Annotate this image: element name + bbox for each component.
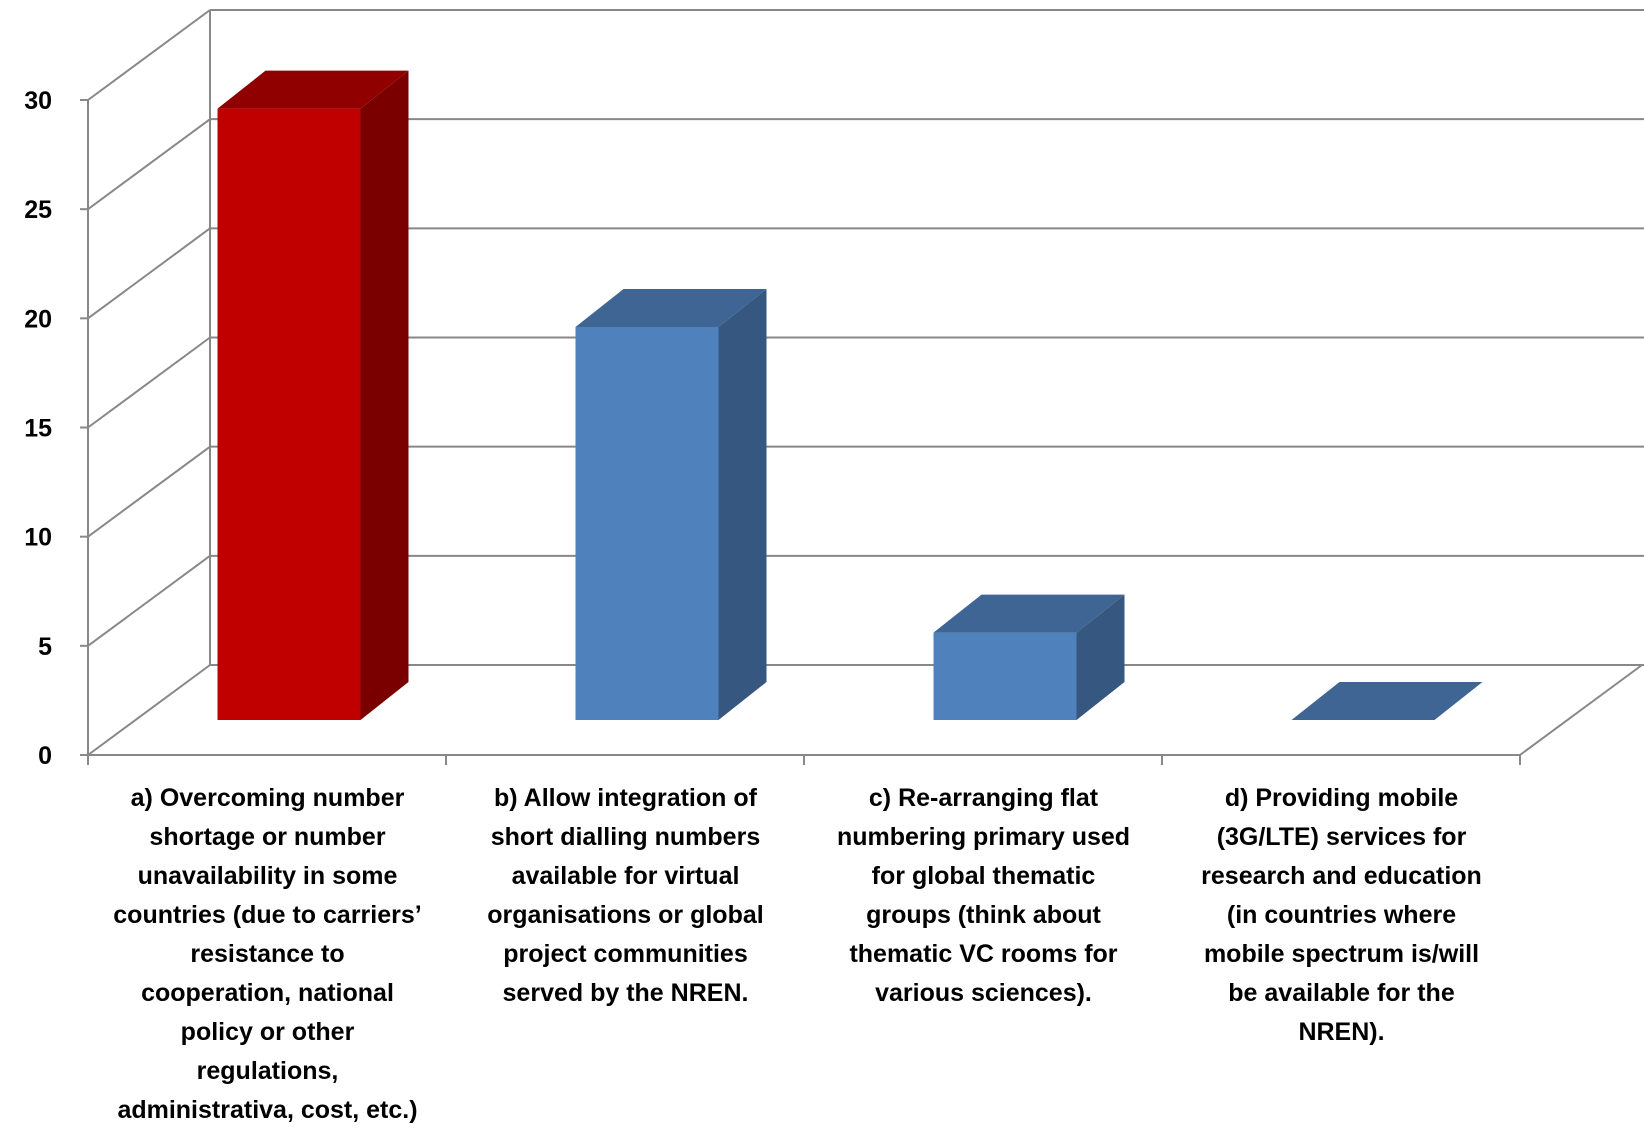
bar-side-face bbox=[1076, 594, 1125, 720]
side-wall-gridline bbox=[87, 9, 211, 101]
x-tick-label-a: a) Overcoming number shortage or number … bbox=[113, 784, 422, 1124]
x-tick-label-d: d) Providing mobile (3G/LTE) services fo… bbox=[1201, 784, 1482, 1046]
bar-top-face bbox=[1291, 682, 1483, 720]
bar-d bbox=[1291, 682, 1483, 720]
bar-top-face bbox=[217, 70, 409, 109]
chart-bars bbox=[217, 70, 1483, 720]
x-tick-label-c: c) Re-arranging flat numbering primary u… bbox=[836, 784, 1131, 1007]
y-tick-label: 10 bbox=[24, 524, 52, 552]
bar-c bbox=[933, 594, 1125, 720]
bar-b bbox=[575, 289, 767, 720]
y-tick-label: 20 bbox=[24, 305, 52, 333]
bar-a bbox=[217, 70, 409, 720]
floor-right-edge bbox=[1519, 664, 1643, 756]
y-tick-label: 15 bbox=[24, 415, 52, 443]
bar-front-face bbox=[217, 108, 361, 720]
bar-top-face bbox=[575, 289, 767, 327]
y-tick-label: 25 bbox=[24, 196, 52, 224]
chart-grid bbox=[87, 9, 1644, 756]
bar-side-face bbox=[360, 70, 409, 720]
side-wall-gridline bbox=[87, 118, 211, 210]
bar-side-face bbox=[718, 289, 767, 720]
side-wall-gridline bbox=[87, 555, 211, 647]
bar-front-face bbox=[575, 327, 719, 720]
side-wall-gridline bbox=[87, 664, 211, 756]
chart-axes bbox=[80, 10, 1643, 765]
side-wall-gridline bbox=[87, 445, 211, 538]
y-axis-tick-labels: 0 5 10 15 20 25 30 bbox=[24, 87, 52, 770]
y-tick-label: 30 bbox=[24, 87, 52, 115]
side-wall-gridline bbox=[87, 227, 211, 320]
bar-top-face bbox=[933, 594, 1125, 633]
side-wall-gridline bbox=[87, 336, 211, 429]
y-tick-label: 0 bbox=[38, 742, 52, 770]
x-tick-label-b: b) Allow integration of short dialling n… bbox=[487, 784, 764, 1007]
y-tick-label: 5 bbox=[38, 633, 52, 661]
bar-front-face bbox=[933, 632, 1077, 720]
